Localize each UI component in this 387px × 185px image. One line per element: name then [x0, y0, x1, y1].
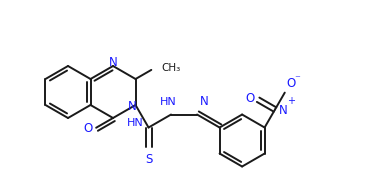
Text: N: N: [128, 100, 137, 112]
Text: O: O: [287, 77, 296, 90]
Text: N: N: [109, 56, 117, 68]
Text: HN: HN: [127, 118, 144, 128]
Text: +: +: [287, 95, 295, 105]
Text: S: S: [145, 153, 152, 166]
Text: O: O: [245, 92, 254, 105]
Text: N: N: [279, 104, 288, 117]
Text: HN: HN: [160, 97, 176, 107]
Text: ⁻: ⁻: [294, 75, 300, 85]
Text: N: N: [200, 95, 209, 107]
Text: CH₃: CH₃: [161, 63, 181, 73]
Text: O: O: [84, 122, 93, 135]
